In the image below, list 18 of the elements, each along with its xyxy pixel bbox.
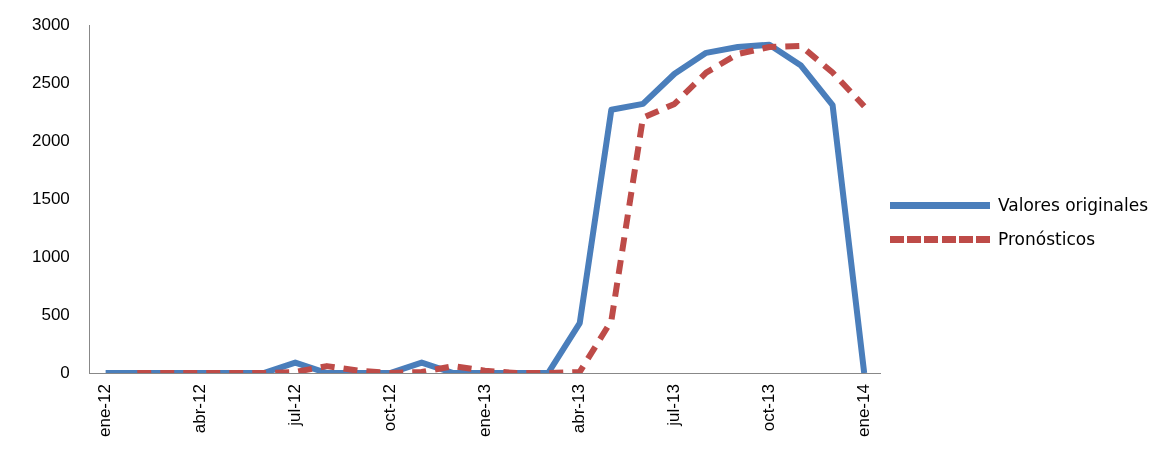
legend-label: Pronósticos: [998, 229, 1095, 249]
y-tick-label: 3000: [31, 14, 70, 34]
y-tick-label: 2500: [31, 72, 70, 92]
x-tick-label: jul-12: [284, 384, 304, 427]
x-tick-label: abr-12: [190, 384, 210, 434]
y-tick-label: 0: [60, 362, 70, 382]
x-tick-label: ene-14: [853, 384, 873, 437]
y-tick-label: 2000: [31, 130, 70, 150]
y-tick-label: 1500: [31, 188, 70, 208]
x-tick-label: jul-13: [664, 384, 684, 427]
x-tick-label: oct-13: [759, 384, 779, 432]
legend-label: Valores originales: [998, 195, 1149, 215]
x-tick-label: oct-12: [379, 384, 399, 432]
x-tick-label: ene-13: [474, 384, 494, 437]
x-tick-label: ene-12: [95, 384, 115, 437]
y-tick-label: 1000: [31, 246, 70, 266]
y-tick-label: 500: [41, 304, 70, 324]
x-tick-label: abr-13: [569, 384, 589, 434]
